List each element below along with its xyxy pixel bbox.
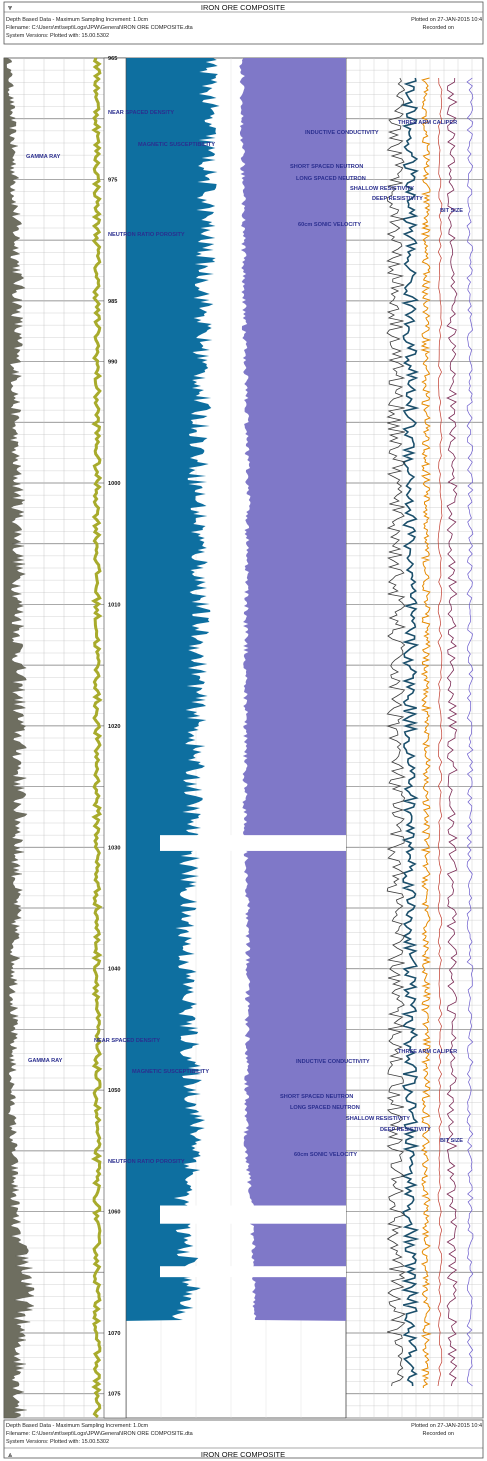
- label-long-neutron-bottom: LONG SPACED NEUTRON: [290, 1105, 360, 1111]
- curve-labels-bottom: NEAR SPACED DENSITY GAMMA RAY MAGNETIC S…: [28, 1038, 463, 1165]
- label-deep-res-bottom: DEEP RESISTIVITY: [380, 1127, 431, 1133]
- curve-labels-top: GAMMA RAY NEAR SPACED DENSITY MAGNETIC S…: [26, 110, 463, 238]
- depth-tick-label: 990: [108, 360, 117, 366]
- footer-line1: Depth Based Data - Maximum Sampling Incr…: [6, 1423, 149, 1429]
- label-deep-res-top: DEEP RESISTIVITY: [372, 196, 423, 202]
- label-short-neutron-top: SHORT SPACED NEUTRON: [290, 164, 363, 170]
- header-line3: System Versions: Plotted with: 15.00.530…: [6, 33, 109, 39]
- depth-tick-label: 1070: [108, 1331, 120, 1337]
- label-gamma-ray-top: GAMMA RAY: [26, 154, 61, 160]
- inductive-curve: [420, 77, 432, 1389]
- depth-tick-label: 1050: [108, 1088, 120, 1094]
- density-track: [126, 58, 346, 1321]
- label-inductive-bottom: INDUCTIVE CONDUCTIVITY: [296, 1059, 370, 1065]
- label-mag-susc-bottom: MAGNETIC SUSCEPTIBILITY: [132, 1069, 209, 1075]
- depth-tick-label: 1020: [108, 724, 120, 730]
- label-gamma-ray-bottom: GAMMA RAY: [28, 1058, 63, 1064]
- footer-plotted-on: Plotted on 27-JAN-2015 10:4: [411, 1423, 482, 1429]
- density-gap: [160, 1266, 346, 1278]
- label-sonic-bottom: 60cm SONIC VELOCITY: [294, 1152, 357, 1158]
- sonic-curve: [466, 77, 474, 1387]
- depth-tick-label: 1040: [108, 967, 120, 973]
- label-caliper-bottom: THREE ARM CALIPER: [398, 1049, 457, 1055]
- depth-tick-label: 1000: [108, 481, 120, 487]
- depth-tick-label: 1030: [108, 845, 120, 851]
- neutron-fill: [239, 58, 346, 1321]
- header-recorded-on: Recorded on: [423, 25, 455, 31]
- header-block: ⩔ IRON ORE COMPOSITE Depth Based Data - …: [3, 1, 484, 45]
- label-shallow-res-bottom: SHALLOW RESISTIVITY: [346, 1116, 410, 1122]
- label-neutron-ratio-bottom: NEUTRON RATIO POROSITY: [108, 1159, 185, 1165]
- depth-tick-label: 1075: [108, 1392, 120, 1398]
- resistivity-track: [386, 77, 474, 1389]
- header-line1: Depth Based Data - Maximum Sampling Incr…: [6, 17, 149, 23]
- label-near-density-bottom: NEAR SPACED DENSITY: [94, 1038, 160, 1044]
- neutron-curve: [400, 77, 420, 1387]
- footer-line3: System Versions: Plotted with: 15.00.530…: [6, 1439, 109, 1445]
- label-long-neutron-top: LONG SPACED NEUTRON: [296, 176, 366, 182]
- header-line2: Filename: C:\Users\mt\sept\Logs\JPW\Gene…: [6, 25, 194, 31]
- label-caliper-top: THREE ARM CALIPER: [398, 120, 457, 126]
- label-near-density-top: NEAR SPACED DENSITY: [108, 110, 174, 116]
- label-inductive-top: INDUCTIVE CONDUCTIVITY: [305, 130, 379, 136]
- label-short-neutron-bottom: SHORT SPACED NEUTRON: [280, 1094, 353, 1100]
- depth-tick-label: 1010: [108, 602, 120, 608]
- footer-recorded-on: Recorded on: [423, 1431, 455, 1437]
- label-neutron-ratio-top: NEUTRON RATIO POROSITY: [108, 232, 185, 238]
- caliper-curve: [386, 77, 407, 1387]
- density-fill: [126, 58, 220, 1321]
- resistivity-curve: [446, 77, 458, 1387]
- gamma-ray-track: [3, 57, 103, 1419]
- label-bit-size-top: BIT SIZE: [440, 208, 463, 214]
- depth-tick-label: 985: [108, 299, 117, 305]
- footer-line2: Filename: C:\Users\mt\sept\Logs\JPW\Gene…: [6, 1431, 194, 1437]
- depth-tick-label: 965: [108, 56, 117, 62]
- density-gap: [160, 835, 346, 851]
- label-mag-susc-top: MAGNETIC SUSCEPTIBILITY: [138, 142, 215, 148]
- label-sonic-top: 60cm SONIC VELOCITY: [298, 222, 361, 228]
- depth-tick-label: 975: [108, 177, 117, 183]
- header-title: IRON ORE COMPOSITE: [201, 3, 285, 12]
- depth-axis-labels: 965 975 985 990 1000 1010 1020 1030 1040 1050 1060…: [108, 56, 120, 1398]
- footer-arrow-icon: ⩓: [8, 1450, 13, 1459]
- bit-size-curve: [437, 77, 443, 1387]
- depth-track: 965 975 985 990 1000 1010 1020 1030 1040 1050 1060…: [103, 56, 127, 1419]
- footer-block: Depth Based Data - Maximum Sampling Incr…: [3, 1419, 484, 1459]
- gamma-olive-curve: [90, 57, 103, 1419]
- label-shallow-res-top: SHALLOW RESISTIVITY: [350, 186, 414, 192]
- depth-tick-label: 1060: [108, 1210, 120, 1216]
- header-arrow-icon: ⩔: [8, 3, 13, 12]
- density-gap: [160, 1205, 346, 1224]
- gamma-ray-fill: [3, 57, 35, 1419]
- header-plotted-on: Plotted on 27-JAN-2015 10:4: [411, 17, 482, 23]
- footer-title: IRON ORE COMPOSITE: [201, 1450, 285, 1459]
- label-bit-size-bottom: BIT SIZE: [440, 1138, 463, 1144]
